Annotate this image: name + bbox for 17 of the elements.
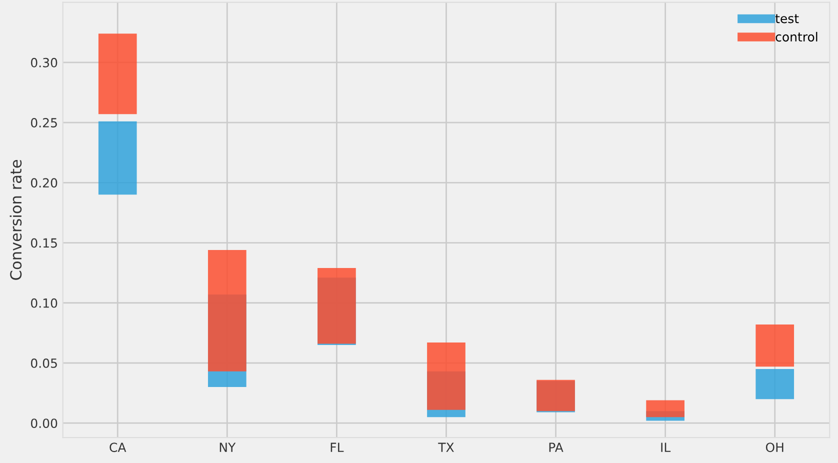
y-tick-label: 0.15	[30, 238, 57, 248]
x-tick-label: PA	[549, 442, 564, 452]
y-tick-label: 0.05	[30, 358, 57, 368]
y-tick-label: 0.25	[30, 118, 57, 128]
legend-label: control	[776, 32, 818, 42]
x-tick-label: TX	[438, 442, 454, 452]
x-tick-label: OH	[766, 442, 784, 452]
y-tick-label: 0.20	[30, 178, 58, 188]
x-tick-label: FL	[330, 442, 344, 452]
x-tick-label: CA	[110, 442, 126, 452]
x-tick-label: NY	[220, 442, 236, 452]
y-axis-title: Conversion rate	[10, 160, 22, 280]
y-tick-label: 0.30	[30, 58, 58, 68]
x-tick-label: IL	[661, 442, 671, 452]
y-tick-label: 0.10	[30, 298, 58, 308]
legend-label: test	[775, 14, 799, 24]
y-tick-label: 0.00	[30, 418, 58, 428]
